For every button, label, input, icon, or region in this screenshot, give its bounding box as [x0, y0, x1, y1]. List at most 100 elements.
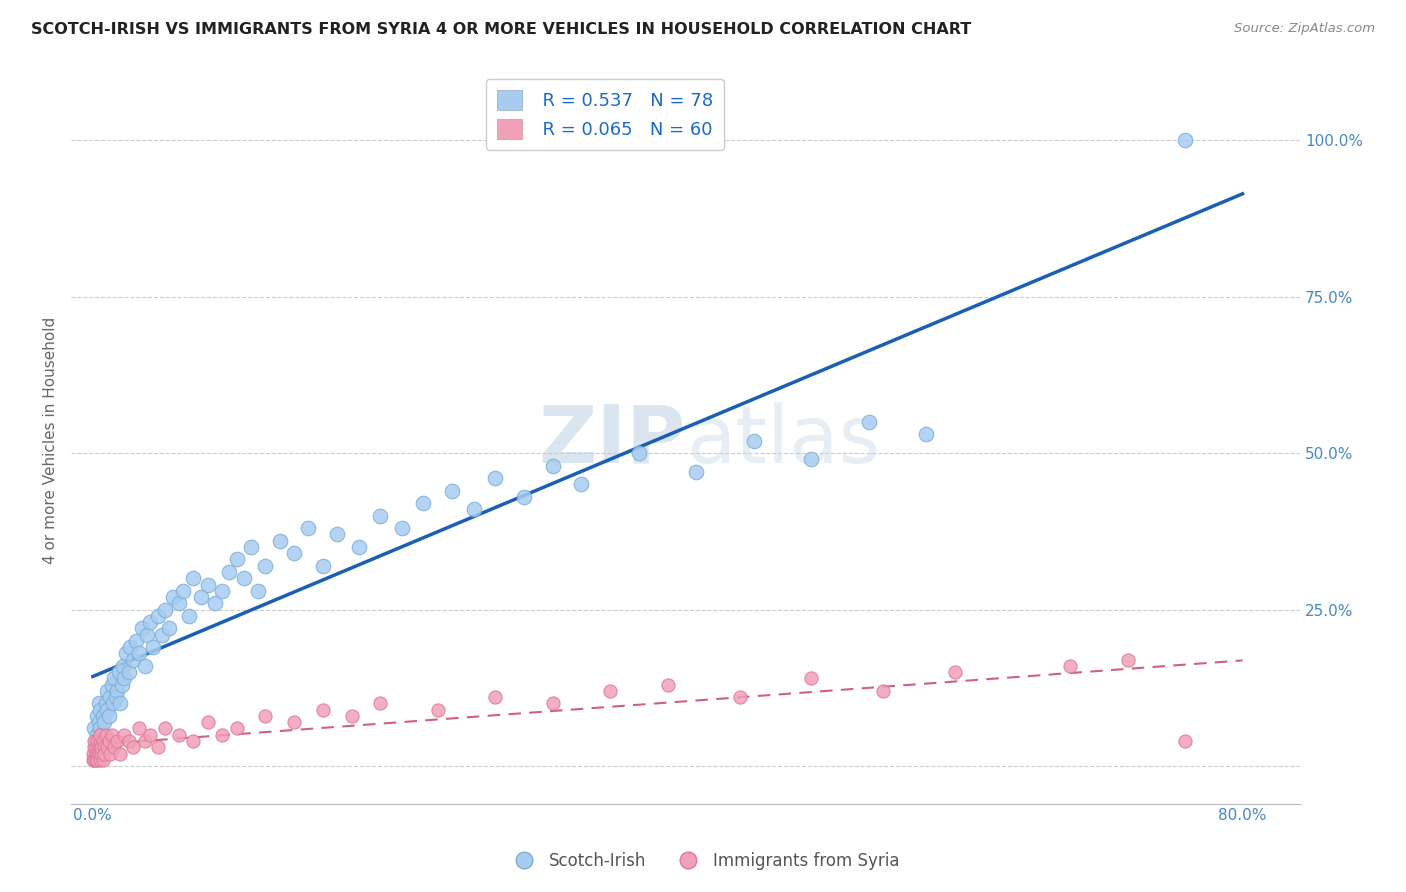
Point — [93, 747, 115, 761]
Point — [108, 747, 131, 761]
Point — [426, 703, 449, 717]
Point — [153, 722, 176, 736]
Point — [83, 740, 105, 755]
Point — [83, 722, 105, 736]
Point — [93, 715, 115, 730]
Point — [89, 722, 111, 736]
Point — [211, 583, 233, 598]
Point — [368, 508, 391, 523]
Point — [204, 596, 226, 610]
Point — [91, 753, 114, 767]
Point — [128, 646, 150, 660]
Point — [1174, 734, 1197, 748]
Point — [872, 684, 894, 698]
Point — [97, 734, 120, 748]
Point — [108, 697, 131, 711]
Point — [269, 533, 291, 548]
Point — [599, 684, 621, 698]
Point — [541, 697, 564, 711]
Point — [172, 583, 194, 598]
Point — [90, 747, 112, 761]
Point — [104, 690, 127, 705]
Point — [463, 502, 485, 516]
Point — [114, 672, 136, 686]
Point — [103, 672, 125, 686]
Point — [218, 565, 240, 579]
Point — [105, 684, 128, 698]
Point — [858, 415, 880, 429]
Point — [239, 540, 262, 554]
Point — [627, 446, 650, 460]
Point — [943, 665, 966, 680]
Point — [87, 747, 110, 761]
Point — [441, 483, 464, 498]
Point — [86, 709, 108, 723]
Point — [96, 740, 118, 755]
Point — [136, 627, 159, 641]
Point — [118, 734, 141, 748]
Point — [541, 458, 564, 473]
Point — [326, 527, 349, 541]
Point — [283, 715, 305, 730]
Point — [98, 747, 121, 761]
Point — [90, 728, 112, 742]
Point — [103, 740, 125, 755]
Point — [340, 709, 363, 723]
Point — [84, 747, 107, 761]
Point — [115, 646, 138, 660]
Point — [685, 465, 707, 479]
Point — [110, 678, 132, 692]
Point — [128, 722, 150, 736]
Point — [107, 665, 129, 680]
Point — [120, 640, 142, 654]
Y-axis label: 4 or more Vehicles in Household: 4 or more Vehicles in Household — [44, 317, 58, 564]
Point — [87, 715, 110, 730]
Point — [1059, 659, 1081, 673]
Point — [162, 590, 184, 604]
Point — [97, 709, 120, 723]
Point — [114, 728, 136, 742]
Point — [89, 728, 111, 742]
Point — [83, 753, 105, 767]
Point — [98, 690, 121, 705]
Point — [1174, 133, 1197, 147]
Point — [190, 590, 212, 604]
Point — [134, 659, 156, 673]
Point — [183, 571, 205, 585]
Point — [86, 734, 108, 748]
Point — [232, 571, 254, 585]
Point — [146, 740, 169, 755]
Point — [915, 427, 938, 442]
Point — [179, 608, 201, 623]
Point — [139, 615, 162, 629]
Text: atlas: atlas — [686, 401, 880, 480]
Point — [167, 596, 190, 610]
Point — [247, 583, 270, 598]
Point — [225, 722, 247, 736]
Point — [800, 672, 823, 686]
Point — [122, 740, 145, 755]
Point — [254, 709, 277, 723]
Point — [82, 747, 104, 761]
Point — [100, 678, 122, 692]
Text: ZIP: ZIP — [538, 401, 686, 480]
Point — [197, 577, 219, 591]
Point — [87, 740, 110, 755]
Point — [742, 434, 765, 448]
Point — [131, 621, 153, 635]
Point — [90, 740, 112, 755]
Point — [91, 734, 114, 748]
Text: SCOTCH-IRISH VS IMMIGRANTS FROM SYRIA 4 OR MORE VEHICLES IN HOUSEHOLD CORRELATIO: SCOTCH-IRISH VS IMMIGRANTS FROM SYRIA 4 … — [31, 22, 972, 37]
Point — [1116, 653, 1139, 667]
Point — [211, 728, 233, 742]
Point — [254, 558, 277, 573]
Point — [91, 709, 114, 723]
Point — [728, 690, 751, 705]
Point — [134, 734, 156, 748]
Point — [82, 753, 104, 767]
Point — [118, 665, 141, 680]
Point — [89, 734, 111, 748]
Point — [657, 678, 679, 692]
Point — [84, 740, 107, 755]
Point — [146, 608, 169, 623]
